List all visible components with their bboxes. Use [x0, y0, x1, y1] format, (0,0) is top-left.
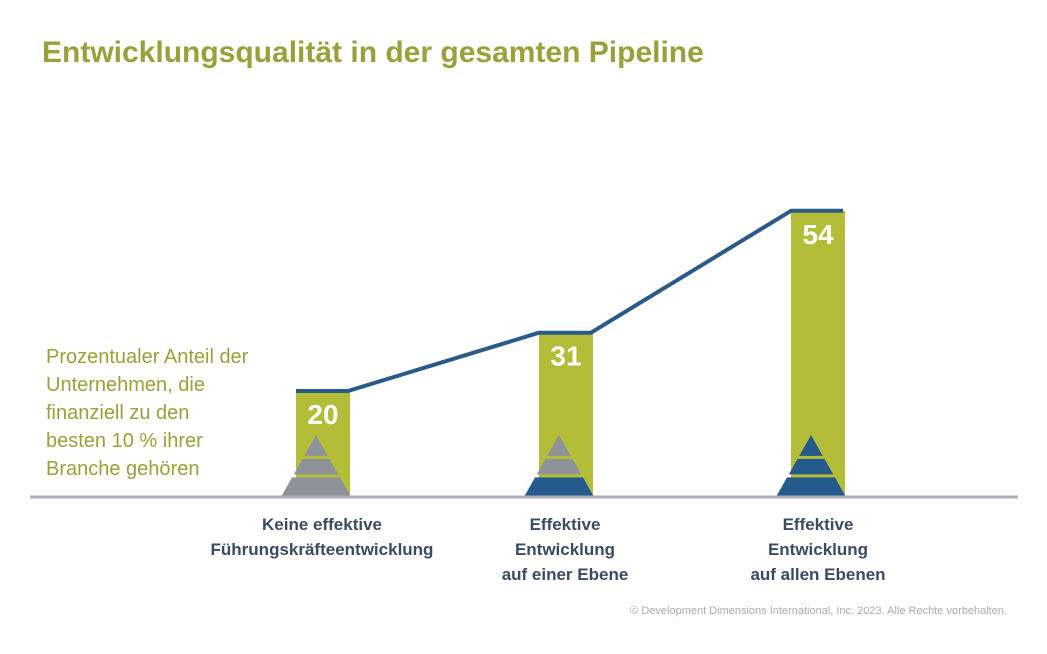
- pyramid-tier: [776, 477, 846, 497]
- data-label: 54: [802, 219, 834, 250]
- y-description-line: Prozentualer Anteil der: [46, 346, 249, 368]
- pyramid-tier: [293, 458, 339, 475]
- pyramid-tier: [281, 477, 351, 497]
- pyramid-icon: [281, 435, 351, 497]
- pyramid-icon: [776, 435, 846, 497]
- pyramid-tier: [524, 477, 594, 497]
- category-label: Effektive Entwicklung auf einer Ebene: [502, 515, 629, 584]
- category-label-line: Keine effektive: [262, 515, 382, 534]
- category-label-line: auf allen Ebenen: [750, 565, 885, 584]
- category-label-line: auf einer Ebene: [502, 565, 629, 584]
- y-description-line: besten 10 % ihrer: [46, 430, 203, 452]
- category-label-line: Führungskräfteentwicklung: [211, 540, 434, 559]
- data-label: 31: [550, 341, 581, 372]
- category-label: Effektive Entwicklung auf allen Ebenen: [750, 515, 885, 584]
- pyramid-tier: [536, 458, 582, 475]
- connecting-line: [296, 208, 843, 393]
- category-label-line: Entwicklung: [768, 540, 868, 559]
- copyright-notice: © Development Dimensions International, …: [630, 605, 1007, 617]
- y-description: Prozentualer Anteil der Unternehmen, die…: [46, 343, 286, 483]
- category-label-line: Effektive: [783, 515, 854, 534]
- pyramid-tier: [304, 435, 328, 456]
- y-description-line: Unternehmen, die: [46, 374, 205, 396]
- y-description-line: finanziell zu den: [46, 402, 190, 424]
- data-label: 20: [307, 399, 338, 430]
- category-label-line: Entwicklung: [515, 540, 615, 559]
- category-label: Keine effektive Führungskräfteentwicklung: [211, 515, 434, 559]
- pyramid-icon: [524, 435, 594, 497]
- pyramid-tier: [788, 458, 834, 475]
- category-label-line: Effektive: [530, 515, 601, 534]
- y-description-line: Branche gehören: [46, 458, 200, 480]
- pyramid-tier: [799, 435, 823, 456]
- pyramid-tier: [547, 435, 571, 456]
- chart-title: Entwicklungsqualität in der gesamten Pip…: [42, 36, 704, 69]
